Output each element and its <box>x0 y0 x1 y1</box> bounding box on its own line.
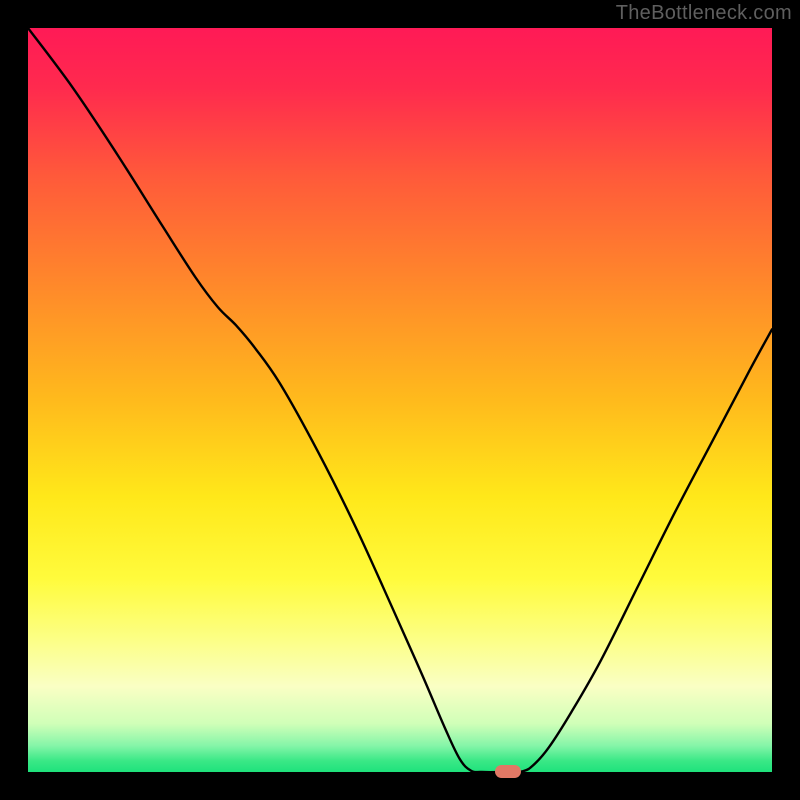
watermark-text: TheBottleneck.com <box>616 2 792 25</box>
chart-container: TheBottleneck.com <box>0 0 800 800</box>
bottleneck-marker <box>495 765 521 778</box>
bottleneck-chart <box>0 0 800 800</box>
gradient-background <box>28 28 772 772</box>
